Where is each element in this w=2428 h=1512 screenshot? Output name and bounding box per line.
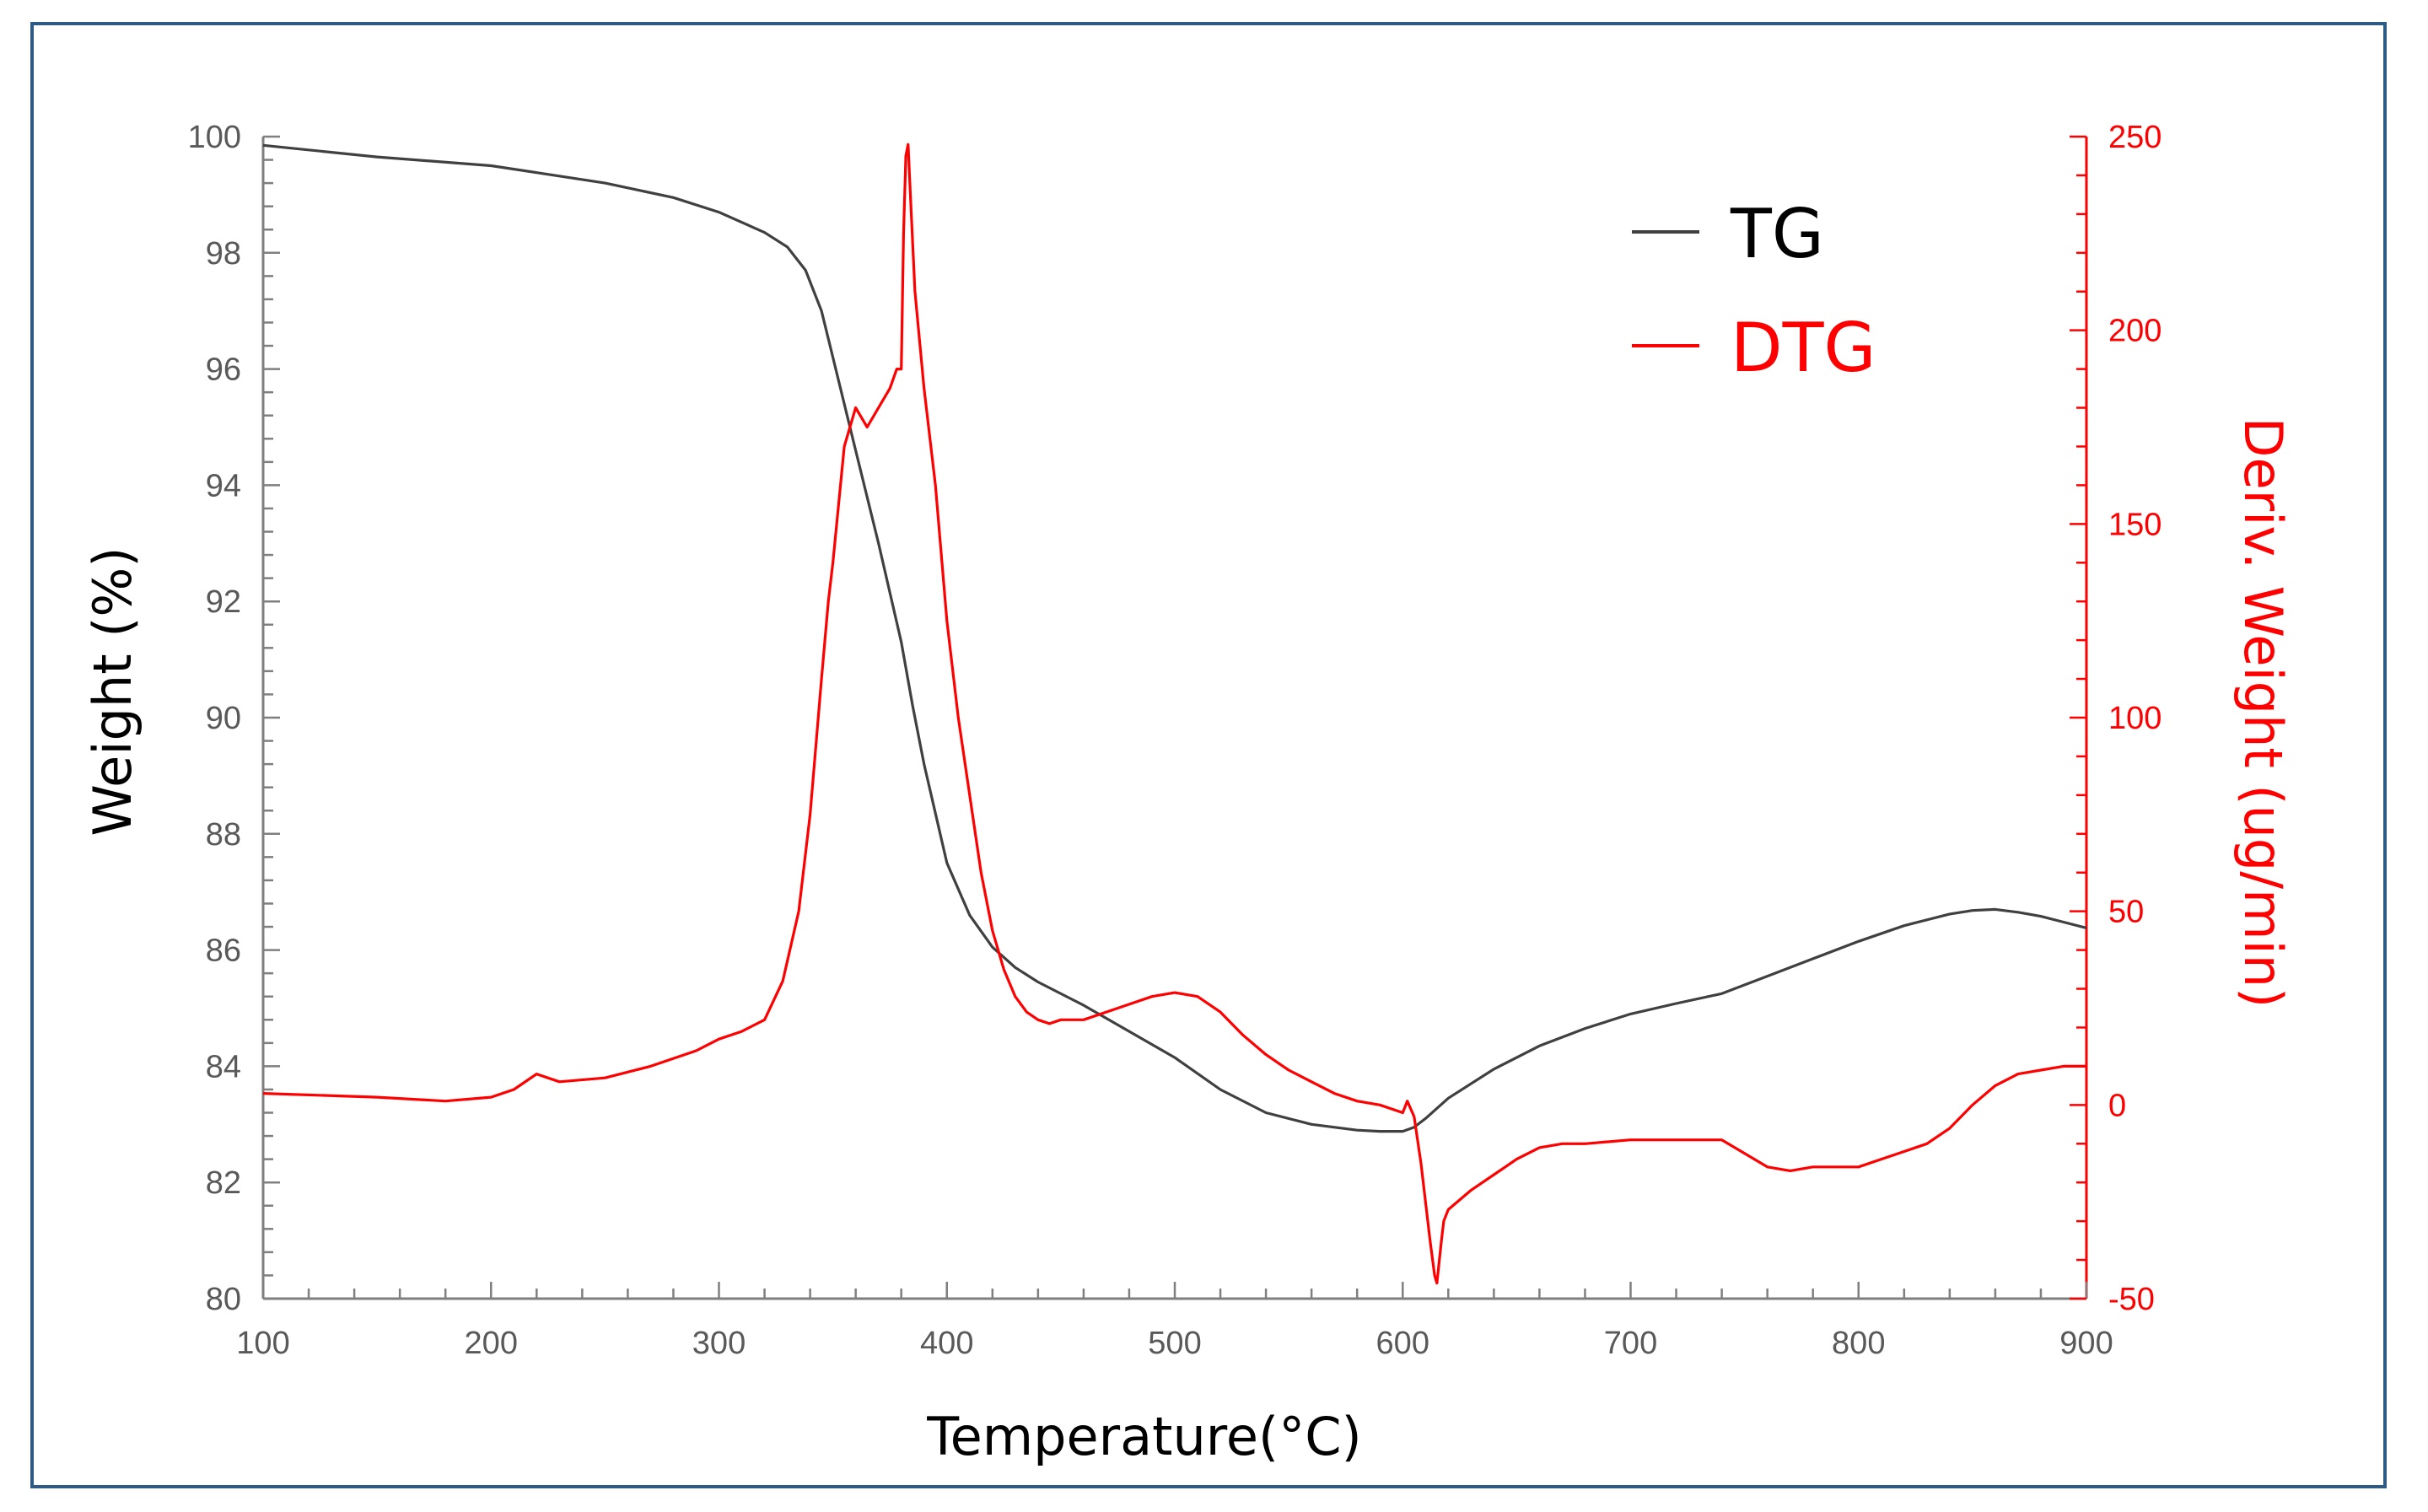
x-tick-label: 900 [2059, 1326, 2113, 1361]
y-tick-label: 86 [206, 934, 241, 969]
legend-dtg-label: DTG [1731, 309, 1876, 387]
y2-tick-label: 200 [2108, 314, 2162, 349]
y2-axis-title: Deriv. Weight (ug/min) [2232, 417, 2294, 1008]
plot-area: 100 200 300 400 500 600 700 800 9008082848688909… [188, 120, 2162, 1361]
y-tick-label: 88 [206, 817, 241, 853]
y-axis-title: Weight (%) [82, 547, 143, 837]
dtg-series-line [262, 143, 2086, 1285]
x-tick-label: 400 [920, 1326, 973, 1361]
y2-tick-label: 100 [2108, 701, 2162, 736]
y-tick-label: 82 [206, 1165, 241, 1201]
y-tick-label: 90 [206, 701, 241, 736]
y-tick-label: 100 [188, 120, 241, 155]
y2-tick-label: 250 [2108, 120, 2162, 155]
chart-frame [30, 22, 2387, 1488]
legend: TG DTG [1632, 195, 1876, 387]
y-tick-label: 84 [206, 1049, 241, 1084]
legend-tg-label: TG [1730, 195, 1824, 273]
y-tick-label: 92 [206, 584, 241, 620]
y2-tick-label: 150 [2108, 507, 2162, 542]
y-tick-label: 80 [206, 1282, 241, 1317]
y-tick-label: 96 [206, 352, 241, 388]
y2-tick-label: 0 [2108, 1088, 2126, 1123]
y2-tick-label: 50 [2108, 895, 2144, 930]
y-tick-label: 94 [206, 468, 241, 503]
x-tick-label: 700 [1604, 1326, 1657, 1361]
x-tick-label: 800 [1832, 1326, 1885, 1361]
x-tick-label: 600 [1376, 1326, 1429, 1361]
tg-series-line [262, 143, 2087, 1133]
x-tick-label: 200 [465, 1326, 518, 1361]
y2-tick-label: -50 [2108, 1282, 2155, 1317]
y-tick-label: 98 [206, 236, 241, 272]
x-tick-label: 300 [692, 1326, 746, 1361]
x-axis-title: Temperature(°C) [926, 1406, 1361, 1467]
x-tick-label: 500 [1148, 1326, 1201, 1361]
x-tick-label: 100 [236, 1326, 289, 1361]
